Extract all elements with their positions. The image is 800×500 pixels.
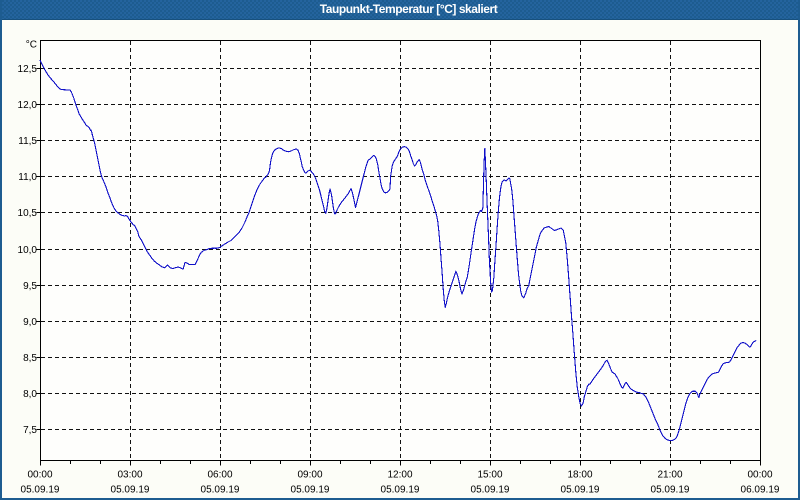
svg-text:21:00: 21:00	[657, 470, 682, 481]
svg-text:03:00: 03:00	[117, 470, 142, 481]
svg-text:10,5: 10,5	[18, 208, 38, 219]
svg-text:05.09.19: 05.09.19	[561, 485, 600, 496]
svg-text:10,0: 10,0	[18, 245, 38, 256]
svg-text:05.09.19: 05.09.19	[291, 485, 330, 496]
svg-text:11,0: 11,0	[18, 172, 37, 183]
svg-text:05.09.19: 05.09.19	[201, 485, 240, 496]
svg-text:06.09.19: 06.09.19	[741, 485, 780, 496]
svg-text:09:00: 09:00	[297, 470, 322, 481]
svg-text:15:00: 15:00	[477, 470, 502, 481]
svg-text:8,0: 8,0	[23, 389, 37, 400]
svg-text:9,5: 9,5	[23, 281, 37, 292]
svg-text:7,5: 7,5	[23, 425, 37, 436]
svg-text:12:00: 12:00	[387, 470, 412, 481]
svg-text:11,5: 11,5	[18, 136, 37, 147]
svg-text:9,0: 9,0	[23, 317, 37, 328]
svg-text:05.09.19: 05.09.19	[471, 485, 510, 496]
svg-text:05.09.19: 05.09.19	[381, 485, 420, 496]
svg-text:8,5: 8,5	[23, 353, 37, 364]
svg-text:°C: °C	[26, 40, 37, 51]
svg-text:12,5: 12,5	[18, 64, 38, 75]
svg-text:05.09.19: 05.09.19	[111, 485, 150, 496]
svg-text:00:00: 00:00	[27, 470, 52, 481]
svg-text:12,0: 12,0	[18, 100, 38, 111]
svg-text:00:00: 00:00	[747, 470, 772, 481]
svg-text:05.09.19: 05.09.19	[21, 485, 60, 496]
svg-text:06:00: 06:00	[207, 470, 232, 481]
svg-text:18:00: 18:00	[567, 470, 592, 481]
svg-text:05.09.19: 05.09.19	[651, 485, 690, 496]
